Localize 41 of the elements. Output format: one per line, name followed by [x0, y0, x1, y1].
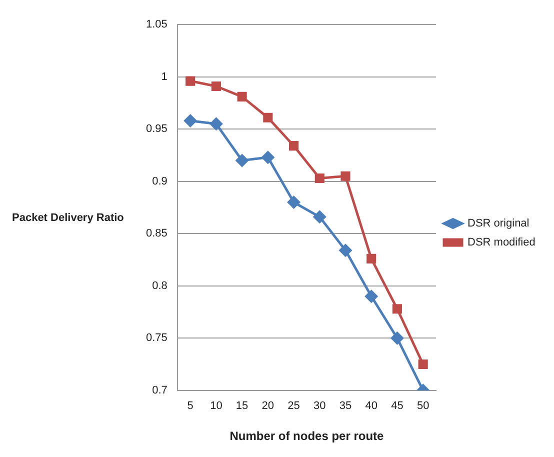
- point: [211, 81, 221, 92]
- x-tick-label: 40: [365, 400, 378, 412]
- point: [210, 118, 222, 130]
- point: [236, 154, 248, 167]
- point: [313, 210, 326, 224]
- x-tick-label: 50: [416, 400, 430, 412]
- x-tick-label: 25: [288, 400, 300, 412]
- y-tick-label: 0.9: [152, 175, 168, 188]
- point: [184, 114, 197, 128]
- point: [392, 304, 402, 314]
- point: [365, 290, 378, 303]
- point: [314, 173, 324, 184]
- y-tick-label: 1: [161, 70, 168, 83]
- point: [186, 76, 196, 86]
- y-tick-label: 1.05: [146, 18, 168, 31]
- point: [390, 332, 404, 344]
- x-tick-label: 15: [236, 400, 248, 412]
- legend-label: DSR original: [468, 218, 530, 230]
- legend-label: DSR modified: [468, 236, 536, 249]
- y-tick-label: 0.95: [146, 123, 168, 136]
- x-tick-label: 20: [262, 400, 274, 412]
- y-tick-label: 0.85: [146, 228, 168, 240]
- x-tick-label: 10: [210, 400, 222, 412]
- y-tick-label: 0.75: [146, 332, 168, 344]
- point: [366, 254, 376, 264]
- point: [339, 244, 352, 257]
- point: [237, 92, 247, 102]
- y-axis-title: Packet Delivery Ratio: [11, 212, 125, 224]
- point: [263, 112, 273, 122]
- x-axis-title: Number of nodes per route: [230, 429, 384, 444]
- y-tick-label: 0.8: [152, 280, 168, 292]
- point: [288, 141, 299, 151]
- x-tick-label: 45: [391, 400, 404, 412]
- point: [418, 359, 428, 370]
- point: [262, 151, 274, 164]
- point: [288, 196, 300, 209]
- x-tick-label: 35: [339, 400, 352, 412]
- point: [340, 171, 350, 181]
- x-tick-label: 30: [314, 400, 326, 412]
- y-tick-label: 0.7: [152, 384, 168, 396]
- x-tick-label: 5: [187, 400, 194, 412]
